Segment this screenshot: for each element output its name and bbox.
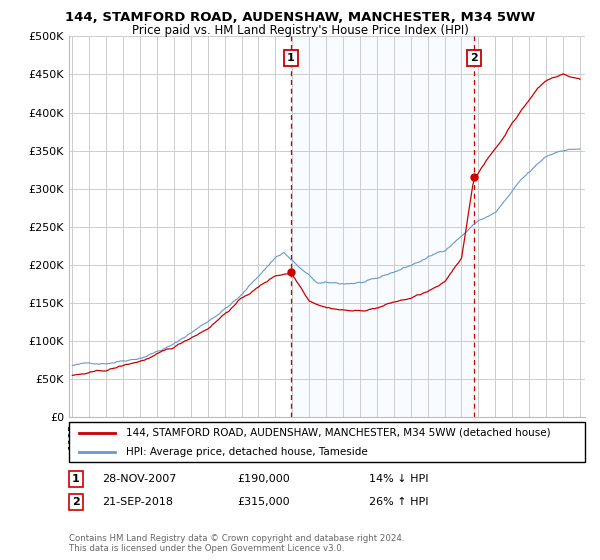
- Text: 144, STAMFORD ROAD, AUDENSHAW, MANCHESTER, M34 5WW: 144, STAMFORD ROAD, AUDENSHAW, MANCHESTE…: [65, 11, 535, 24]
- Text: 1: 1: [287, 53, 295, 63]
- Text: HPI: Average price, detached house, Tameside: HPI: Average price, detached house, Tame…: [126, 447, 368, 457]
- Text: 1: 1: [72, 474, 80, 484]
- Text: 14% ↓ HPI: 14% ↓ HPI: [369, 474, 428, 484]
- Text: £190,000: £190,000: [237, 474, 290, 484]
- Text: 21-SEP-2018: 21-SEP-2018: [102, 497, 173, 507]
- Text: £315,000: £315,000: [237, 497, 290, 507]
- Text: Price paid vs. HM Land Registry's House Price Index (HPI): Price paid vs. HM Land Registry's House …: [131, 24, 469, 36]
- Bar: [291, 36, 473, 417]
- Text: 144, STAMFORD ROAD, AUDENSHAW, MANCHESTER, M34 5WW (detached house): 144, STAMFORD ROAD, AUDENSHAW, MANCHESTE…: [126, 428, 550, 438]
- Text: 26% ↑ HPI: 26% ↑ HPI: [369, 497, 428, 507]
- Text: 28-NOV-2007: 28-NOV-2007: [102, 474, 176, 484]
- Text: Contains HM Land Registry data © Crown copyright and database right 2024.
This d: Contains HM Land Registry data © Crown c…: [69, 534, 404, 553]
- Text: 2: 2: [72, 497, 80, 507]
- Text: 2: 2: [470, 53, 478, 63]
